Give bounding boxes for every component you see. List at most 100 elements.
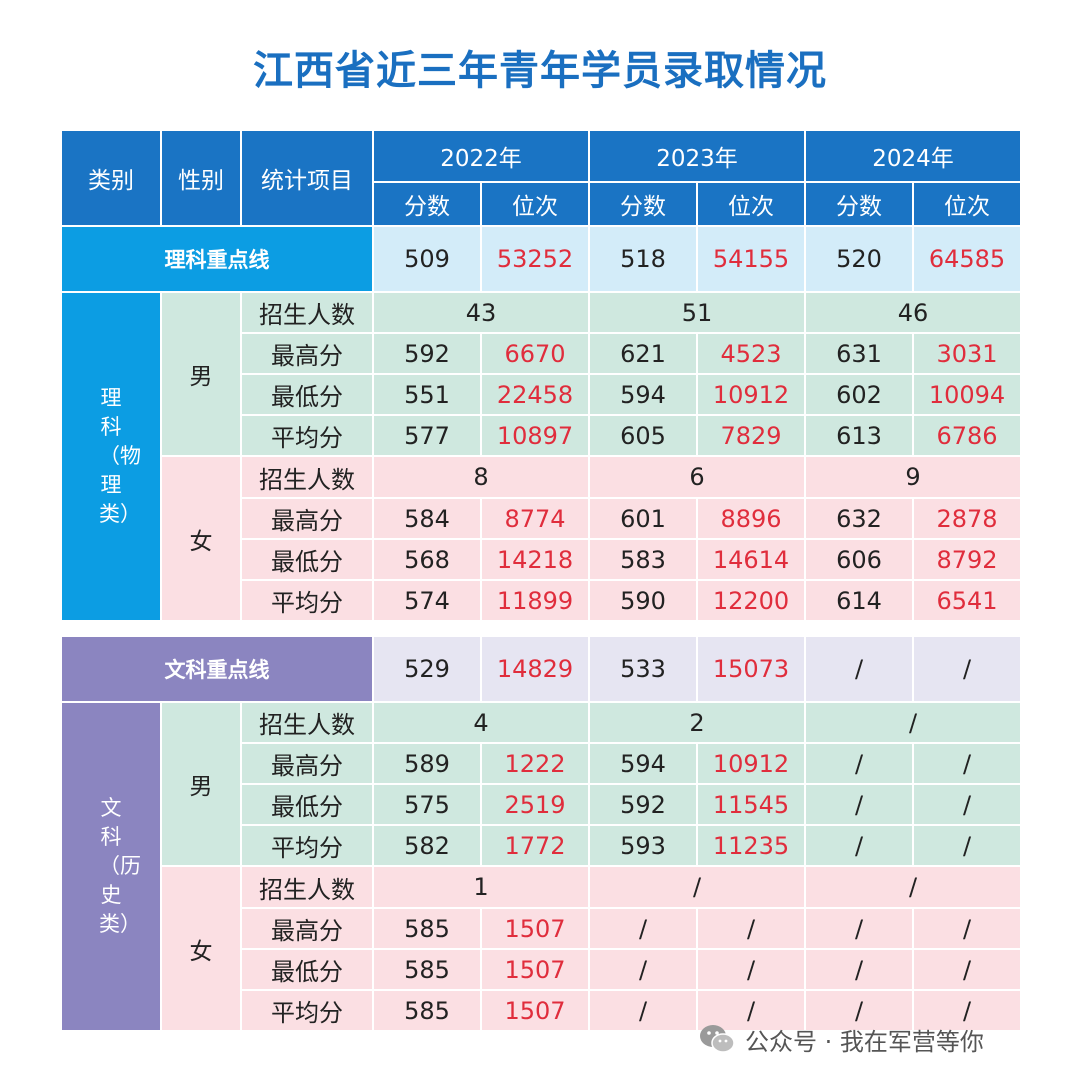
rank-cell: / xyxy=(912,783,1022,826)
line-rank: 15073 xyxy=(696,635,806,703)
wechat-icon xyxy=(700,1025,735,1053)
rank-cell: / xyxy=(696,948,806,991)
rank-cell: 8774 xyxy=(480,497,590,540)
enroll-count: 4 xyxy=(372,701,590,744)
header-rank: 位次 xyxy=(696,181,806,227)
header-rank: 位次 xyxy=(480,181,590,227)
rank-cell: 4523 xyxy=(696,332,806,375)
rank-cell: 14218 xyxy=(480,538,590,581)
score-cell: 568 xyxy=(372,538,482,581)
header-year-2023: 2023年 xyxy=(588,129,806,183)
score-cell: 582 xyxy=(372,824,482,867)
rank-cell: 6670 xyxy=(480,332,590,375)
score-cell: 584 xyxy=(372,497,482,540)
table-row: 平均分 577 10897 605 7829 613 6786 xyxy=(61,414,1022,457)
line-score: / xyxy=(804,635,914,703)
score-cell: / xyxy=(804,742,914,785)
header-rank: 位次 xyxy=(912,181,1022,227)
score-cell: 593 xyxy=(588,824,698,867)
row-label: 平均分 xyxy=(240,414,374,457)
rank-cell: / xyxy=(912,742,1022,785)
table-row: 理科（物理类） 男 招生人数 43 51 46 xyxy=(60,291,1022,622)
line-rank: 54155 xyxy=(696,225,806,293)
table-row: 女 招生人数 8 6 9 xyxy=(61,455,1022,622)
rank-cell: 8896 xyxy=(696,497,806,540)
score-cell: 605 xyxy=(588,414,698,457)
table-row: 文科（历史类） 男 招生人数 4 2 / xyxy=(60,701,1022,1032)
science-category-text: 理科（物理类） xyxy=(99,386,141,526)
score-cell: / xyxy=(588,907,698,950)
score-cell: 575 xyxy=(372,783,482,826)
enroll-count: 2 xyxy=(588,701,806,744)
score-cell: 613 xyxy=(804,414,914,457)
table-header: 类别 性别 统计项目 2022年 2023年 2024年 分数 位次 分数 位次… xyxy=(60,129,1022,227)
score-cell: / xyxy=(588,948,698,991)
gender-male: 男 xyxy=(160,701,242,867)
table-row: 最高分 584 8774 601 8896 632 2878 xyxy=(61,497,1022,540)
score-cell: 601 xyxy=(588,497,698,540)
arts-line-label: 文科重点线 xyxy=(60,635,374,703)
row-label: 最高分 xyxy=(240,907,374,950)
table-row: 最低分 551 22458 594 10912 602 10094 xyxy=(61,373,1022,416)
score-cell: 602 xyxy=(804,373,914,416)
rank-cell: 11899 xyxy=(480,579,590,622)
header-score: 分数 xyxy=(372,181,482,227)
gender-male: 男 xyxy=(160,291,242,457)
table-row: 女 招生人数 1 / / xyxy=(61,865,1022,1032)
rank-cell: 2519 xyxy=(480,783,590,826)
enroll-count: 9 xyxy=(804,455,1022,499)
table-row: 最低分 568 14218 583 14614 606 8792 xyxy=(61,538,1022,581)
header-gender: 性别 xyxy=(160,129,242,227)
table-row: 最高分 585 1507 / / / / xyxy=(61,907,1022,950)
score-cell: / xyxy=(804,907,914,950)
score-cell: 614 xyxy=(804,579,914,622)
header-score: 分数 xyxy=(588,181,698,227)
rank-cell: / xyxy=(696,989,806,1032)
line-rank: 53252 xyxy=(480,225,590,293)
line-rank: / xyxy=(912,635,1022,703)
rank-cell: 10912 xyxy=(696,373,806,416)
row-label: 最低分 xyxy=(240,948,374,991)
score-cell: 589 xyxy=(372,742,482,785)
header-stat-item: 统计项目 xyxy=(240,129,374,227)
rank-cell: 1507 xyxy=(480,948,590,991)
rank-cell: / xyxy=(912,948,1022,991)
rank-cell: 7829 xyxy=(696,414,806,457)
enroll-count: 51 xyxy=(588,291,806,334)
score-cell: 577 xyxy=(372,414,482,457)
rank-cell: 10912 xyxy=(696,742,806,785)
table-row: 平均分 585 1507 / / / / xyxy=(61,989,1022,1032)
score-cell: / xyxy=(804,783,914,826)
enroll-label: 招生人数 xyxy=(240,701,374,744)
score-cell: 592 xyxy=(372,332,482,375)
watermark-text: 公众号 · 我在军营等你 xyxy=(745,1027,984,1056)
table-row: 最高分 589 1222 594 10912 / / xyxy=(61,742,1022,785)
enroll-label: 招生人数 xyxy=(240,455,374,499)
score-cell: 551 xyxy=(372,373,482,416)
score-cell: 574 xyxy=(372,579,482,622)
rank-cell: 3031 xyxy=(912,332,1022,375)
table-row: 最低分 585 1507 / / / / xyxy=(61,948,1022,991)
header-score: 分数 xyxy=(804,181,914,227)
score-cell: / xyxy=(804,948,914,991)
score-cell: / xyxy=(804,989,914,1032)
row-label: 最高分 xyxy=(240,742,374,785)
line-score: 533 xyxy=(588,635,698,703)
score-cell: 590 xyxy=(588,579,698,622)
table-row: 平均分 574 11899 590 12200 614 6541 xyxy=(61,579,1022,622)
rank-cell: / xyxy=(912,907,1022,950)
enroll-label: 招生人数 xyxy=(240,291,374,334)
rank-cell: / xyxy=(912,989,1022,1032)
score-cell: 585 xyxy=(372,948,482,991)
arts-category-label: 文科（历史类） xyxy=(60,701,162,1032)
rank-cell: 11545 xyxy=(696,783,806,826)
arts-category-text: 文科（历史类） xyxy=(99,796,141,936)
row-label: 最低分 xyxy=(240,783,374,826)
enroll-count: / xyxy=(804,865,1022,909)
table-row: 最高分 592 6670 621 4523 631 3031 xyxy=(61,332,1022,375)
rank-cell: 1507 xyxy=(480,907,590,950)
row-label: 平均分 xyxy=(240,989,374,1032)
score-cell: 583 xyxy=(588,538,698,581)
row-label: 平均分 xyxy=(240,824,374,867)
rank-cell: 8792 xyxy=(912,538,1022,581)
